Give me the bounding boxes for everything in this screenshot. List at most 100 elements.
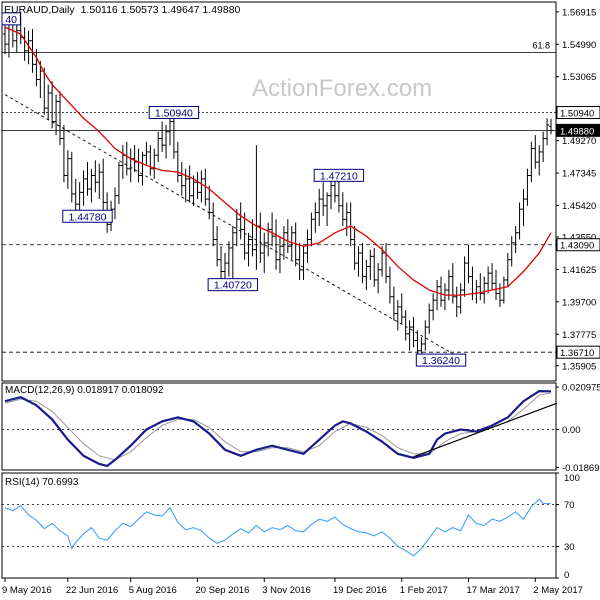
ohlc-bar [230,226,235,280]
ohlc-bar [521,188,526,227]
ohlc-bar [525,168,530,206]
annotation-label: 1.36240 [422,355,460,367]
price-label-box [556,105,600,119]
y-tick-label: 1.35905 [562,361,596,372]
ohlc-bar [513,226,518,253]
macd-tick-label: 0.00 [562,425,581,436]
ohlc-bar [458,283,463,314]
ohlc-bar [281,226,286,260]
macd-tick-label: -0.018693 [562,463,600,474]
ohlc-bar [486,266,491,294]
rsi-panel: RSI(14) 70.6993 100 70 30 0 [1,472,580,581]
annotation-label: 1.47210 [320,170,358,182]
ohlc-bar [545,118,550,146]
y-tick-label: 1.47345 [562,169,596,180]
y-tick-label: 1.56915 [562,7,596,18]
ohlc-bar [207,185,212,220]
ohlc-bar [450,263,455,304]
ohlc-bar [325,192,330,227]
ohlc-bar [399,293,404,324]
ohlc-bar [124,141,129,176]
ohlc-bar [54,94,59,136]
macd-panel-border [1,382,557,471]
ohlc-bar [61,124,66,183]
ohlc-bar [69,151,74,203]
ohlc-bar [293,222,298,267]
ohlc-bar [183,168,188,203]
x-tick-label: 9 May 2016 [2,585,52,596]
ohlc-bar [148,145,153,176]
ohlc-bar [297,242,302,280]
ohlc-bar [423,320,428,351]
ohlc-bar [274,219,279,270]
ohlc-bar [533,135,538,169]
ohlc-bar [50,81,55,129]
ohlc-bar [321,182,326,216]
x-tick-label: 22 Jun 2016 [66,585,118,596]
price-label: 1.49880 [560,126,594,137]
ohlc-bar [482,276,487,304]
macd-trendline [413,402,558,458]
ohlc-bar [497,283,502,307]
ohlc-bar [266,222,271,257]
ohlc-bar [344,202,349,237]
ohlc-bar [38,60,43,99]
x-tick-label: 19 Dec 2016 [333,585,387,596]
y-tick-label: 1.53065 [562,72,596,83]
rsi-panel-border [1,472,557,579]
ohlc-bar [171,114,176,159]
ohlc-bar [439,276,444,307]
ohlc-bar [164,124,169,159]
y-tick-label: 1.54990 [562,40,596,51]
x-tick-label: 20 Sep 2016 [195,585,249,596]
x-tick-label: 3 Nov 2016 [262,585,311,596]
annotation-box [207,278,259,292]
ohlc-bar [93,160,98,193]
price-label: 1.36710 [560,348,594,359]
ohlc-bar [112,187,117,220]
ohlc-bar [85,162,90,196]
ohlc-bar [442,283,447,311]
ohlc-bar [360,242,365,284]
ohlc-bar [380,246,385,277]
ohlc-bar [152,148,157,179]
annotation-box [62,209,113,223]
ohlc-bar [26,30,31,65]
ohlc-bar [187,165,192,203]
ohlc-bar [376,263,381,294]
ohlc-bar [258,212,263,264]
x-tick-label: 2 May 2017 [533,585,583,596]
macd-signal-line [4,392,552,461]
macd-panel: MACD(12,26,9) 0.018917 0.018092 0.020975 0… [1,382,600,474]
rsi-tick-label: 70 [564,500,575,511]
ohlc-bar [57,91,62,146]
rsi-tick-label: 0 [564,570,569,581]
ohlc-bar [317,188,322,227]
annotation-box [1,12,21,26]
ohlc-bar [199,170,204,203]
ohlc-bar [156,131,161,163]
y-tick-label: 1.49270 [562,136,596,147]
price-label: 1.43090 [560,241,594,252]
ohlc-bar [462,256,467,297]
ohlc-bar [454,286,459,317]
annotation-label: 1.40720 [214,280,252,292]
price-label-box [556,238,600,252]
ohlc-bar [175,141,180,183]
ohlc-bar [395,300,400,331]
ohlc-bar [211,202,216,247]
ohlc-bar [384,242,389,284]
rsi-tick-label: 100 [564,473,580,484]
ohlc-bar [250,219,255,257]
ohlc-bar [22,27,27,61]
annotation-label: 40 [5,14,17,26]
ohlc-bar [140,151,145,186]
ohlc-bar [34,49,39,87]
date-axis: 9 May 2016 22 Jun 2016 5 Aug 2016 20 Sep 20… [2,578,583,596]
ohlc-bar [509,236,514,267]
x-tick-label: 1 Feb 2017 [400,585,448,596]
ohlc-bar [340,192,345,227]
ohlc-bar [81,170,86,206]
annotation-box [148,105,200,119]
